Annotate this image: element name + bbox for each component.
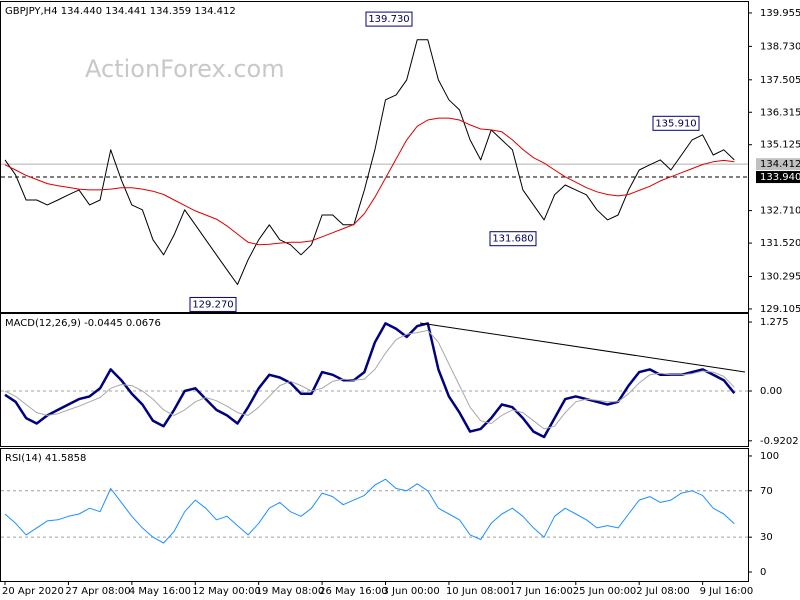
price-tag-label: 134.412 [760, 159, 800, 170]
panel-title: RSI(14) 41.5858 [5, 453, 86, 464]
x-tick-label: 19 May 08:00 [256, 586, 325, 597]
x-tick-label: 3 Jun 00:00 [383, 586, 440, 597]
x-tick-label: 2 Jul 08:00 [636, 586, 690, 597]
y-tick-label: 130.295 [760, 271, 800, 282]
series-line [4, 329, 735, 430]
price-annotation: 129.270 [192, 299, 233, 310]
watermark: ActionForex.com [85, 55, 285, 83]
price-annotation: 139.730 [368, 14, 409, 25]
y-tick-label: 139.955 [760, 8, 800, 19]
x-tick-label: 12 May 00:00 [192, 586, 261, 597]
y-tick-label: 1.275 [760, 317, 789, 328]
price-annotation-box [652, 115, 700, 131]
price-annotation-box [489, 231, 537, 247]
y-tick-label: 30 [760, 532, 773, 543]
y-tick-label: 0.00 [760, 386, 782, 397]
panel-frame [0, 448, 749, 582]
price-annotation: 135.910 [655, 118, 696, 129]
y-tick-label: 136.315 [760, 107, 800, 118]
x-tick-label: 4 May 16:00 [129, 586, 191, 597]
x-tick-label: 26 May 16:00 [319, 586, 388, 597]
x-tick-label: 9 Jul 16:00 [700, 586, 754, 597]
y-tick-label: 132.710 [760, 206, 800, 217]
series-line [4, 478, 735, 544]
panel-title: GBPJPY,H4 134.440 134.441 134.359 134.41… [5, 6, 236, 17]
x-tick-label: 10 Jun 08:00 [446, 586, 510, 597]
price-tag [756, 158, 800, 171]
y-tick-label: 137.505 [760, 75, 800, 86]
level-tag-label: 133.940 [760, 172, 800, 183]
price-annotation: 131.680 [492, 234, 533, 245]
x-tick-label: 17 Jun 16:00 [509, 586, 573, 597]
y-tick-label: 100 [760, 451, 779, 462]
panel-title: MACD(12,26,9) -0.0445 0.0676 [5, 318, 161, 329]
x-tick-label: 20 Apr 2020 [2, 586, 64, 597]
y-tick-label: 138.730 [760, 41, 800, 52]
y-tick-label: -0.9202 [760, 436, 799, 447]
trend-line [419, 322, 746, 373]
level-tag [756, 171, 800, 184]
panel-frame [0, 1, 749, 313]
y-tick-label: 135.125 [760, 140, 800, 151]
y-tick-label: 129.105 [760, 304, 800, 315]
price-annotation-box [365, 11, 413, 27]
x-tick-label: 25 Jun 00:00 [573, 586, 637, 597]
series-line [4, 39, 735, 285]
x-tick-label: 27 Apr 08:00 [65, 586, 130, 597]
series-line [4, 117, 735, 246]
y-tick-label: 70 [760, 486, 773, 497]
y-tick-label: 0 [760, 567, 766, 578]
y-tick-label: 131.520 [760, 238, 800, 249]
series-line [4, 322, 736, 439]
price-annotation-box [189, 296, 237, 312]
panel-frame [0, 313, 749, 447]
